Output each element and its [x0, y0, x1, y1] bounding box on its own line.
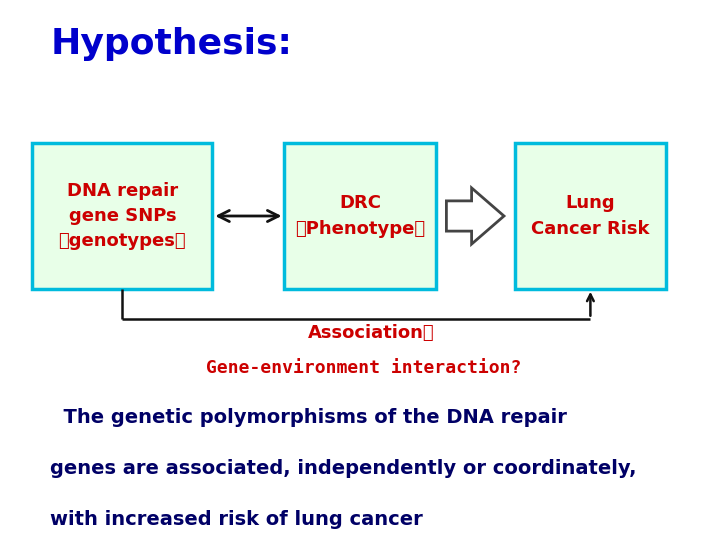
- Text: The genetic polymorphisms of the DNA repair: The genetic polymorphisms of the DNA rep…: [50, 408, 567, 427]
- Text: with increased risk of lung cancer: with increased risk of lung cancer: [50, 510, 423, 529]
- Text: DNA repair
gene SNPs
（genotypes）: DNA repair gene SNPs （genotypes）: [58, 182, 186, 250]
- Text: Association？: Association？: [307, 324, 434, 342]
- Text: Hypothesis:: Hypothesis:: [50, 27, 292, 61]
- Text: Gene-environment interaction?: Gene-environment interaction?: [206, 359, 521, 377]
- FancyBboxPatch shape: [284, 143, 436, 289]
- Text: genes are associated, independently or coordinately,: genes are associated, independently or c…: [50, 459, 637, 478]
- Polygon shape: [446, 188, 504, 244]
- Text: Lung
Cancer Risk: Lung Cancer Risk: [531, 194, 649, 238]
- FancyBboxPatch shape: [515, 143, 666, 289]
- FancyBboxPatch shape: [32, 143, 212, 289]
- Text: DRC
（Phenotype）: DRC （Phenotype）: [295, 194, 425, 238]
